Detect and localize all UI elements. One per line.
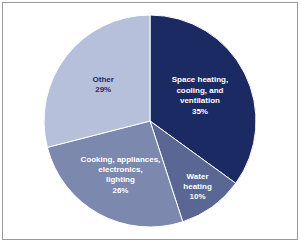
svg-text:Cooking, appliances,electronic: Cooking, appliances,electronics,lighting… <box>81 155 161 195</box>
svg-text:Waterheating10%: Waterheating10% <box>183 172 212 202</box>
svg-text:Other29%: Other29% <box>93 75 114 94</box>
svg-text:Space heating,cooling, andvent: Space heating,cooling, andventilation35% <box>172 75 228 115</box>
